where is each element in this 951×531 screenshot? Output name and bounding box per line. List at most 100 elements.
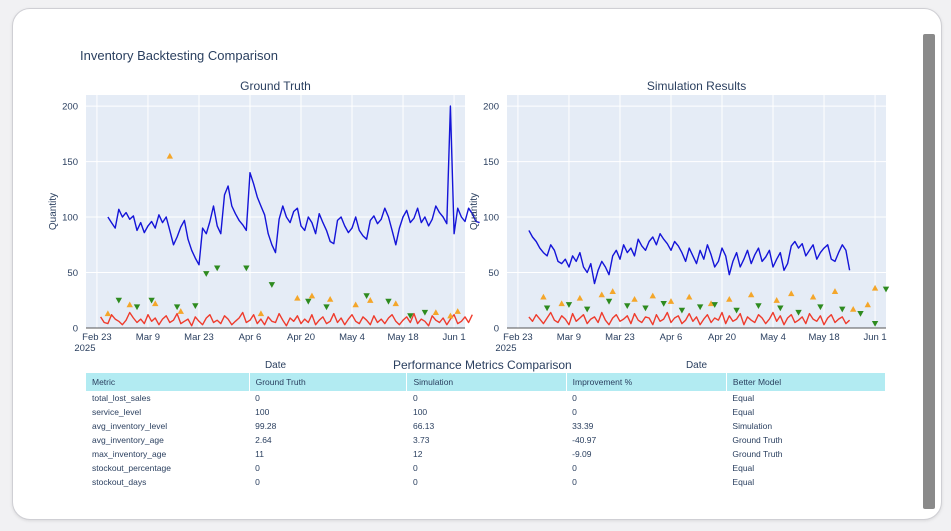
column-header: Ground Truth — [249, 373, 408, 391]
green-marker — [839, 306, 846, 313]
x-axis-label: Date — [265, 360, 287, 371]
green-marker — [624, 303, 631, 310]
table-cell: Equal — [732, 463, 755, 473]
orange-marker — [392, 300, 399, 307]
table-cell: 0 — [412, 463, 418, 473]
table-cell: 3.73 — [412, 435, 430, 445]
table-row: avg_inventory_level 99.28 66.13 33.39 Simula… — [86, 419, 886, 433]
table-cell: avg_inventory_age — [92, 435, 164, 445]
orange-marker — [104, 310, 112, 317]
y-tick-label: 100 — [62, 213, 78, 224]
orange-marker — [126, 301, 133, 308]
orange-marker — [788, 290, 795, 297]
y-tick-label: 150 — [62, 157, 78, 168]
orange-marker — [367, 297, 374, 303]
green-marker — [213, 265, 221, 272]
table-cell: Ground Truth — [732, 449, 783, 459]
table-cell: max_inventory_age — [92, 449, 167, 459]
orange-marker — [152, 300, 159, 307]
green-marker — [173, 304, 181, 311]
orange-marker — [257, 310, 265, 317]
table-cell: 0 — [572, 393, 577, 403]
table-cell: 0 — [255, 477, 260, 487]
orange-marker — [631, 295, 638, 302]
table-row: stockout_days 0 0 0 Equal — [86, 475, 886, 489]
table-row: service_level 100 100 0 Equal — [86, 405, 886, 419]
table-cell: 2.64 — [255, 435, 272, 445]
table-cell: Equal — [732, 477, 755, 487]
x-tick-label: Jun 1 — [442, 332, 465, 343]
blue-series-line — [528, 230, 851, 285]
green-marker — [882, 286, 890, 293]
green-marker — [203, 271, 210, 277]
orange-marker — [667, 298, 675, 304]
green-marker — [795, 309, 802, 316]
column-header: Better Model — [726, 373, 887, 391]
orange-marker — [649, 292, 656, 299]
plot-area — [86, 95, 465, 328]
y-tick-label: 150 — [483, 157, 499, 168]
orange-marker — [294, 294, 301, 301]
orange-marker — [609, 288, 616, 294]
orange-marker — [747, 291, 755, 298]
table-cell: stockout_days — [92, 477, 147, 487]
green-marker — [777, 305, 784, 312]
x-axis-label: Date — [686, 360, 708, 371]
green-marker — [268, 282, 276, 288]
table-cell: Ground Truth — [732, 435, 783, 445]
x-tick-label: Mar 9 — [557, 332, 581, 343]
x-tick-label: Jun 1 — [863, 332, 886, 343]
x-tick-label: May 4 — [760, 332, 786, 343]
chart-title: Simulation Results — [647, 79, 746, 93]
table-row: avg_inventory_age 2.64 3.73 -40.97 Ground Tr… — [86, 433, 886, 447]
orange-marker — [864, 301, 871, 308]
orange-marker — [576, 294, 584, 301]
chart-2: 0 50 100 150 200 Feb 23 2025 Mar 9 Mar 23 Apr 6 Ap… — [469, 79, 890, 371]
green-marker — [660, 301, 667, 307]
table-header-row: Metric Ground Truth Simulation Improvement … — [86, 373, 887, 391]
table-cell: 33.39 — [572, 421, 594, 431]
red-series-line — [100, 311, 473, 327]
green-marker — [407, 313, 414, 319]
x-tick-label: Apr 6 — [660, 332, 683, 343]
green-marker — [565, 302, 573, 308]
orange-marker — [540, 293, 547, 300]
x-tick-label: Mar 23 — [184, 332, 214, 343]
green-marker — [385, 298, 392, 305]
green-marker — [305, 298, 312, 305]
orange-marker — [177, 308, 184, 314]
orange-marker — [598, 291, 605, 298]
green-marker — [421, 309, 429, 316]
x-tick-label: Apr 20 — [708, 332, 736, 343]
column-header: Simulation — [406, 373, 567, 391]
table-cell: -9.09 — [572, 449, 592, 459]
orange-marker — [831, 288, 839, 294]
table-cell: 99.28 — [255, 421, 277, 431]
green-marker — [857, 311, 864, 317]
page-title: Inventory Backtesting Comparison — [80, 48, 278, 63]
green-marker — [733, 307, 740, 314]
y-axis-label: Quantity — [469, 193, 480, 230]
y-tick-label: 0 — [73, 324, 78, 335]
chart-title: Ground Truth — [240, 79, 311, 93]
table-cell: stockout_percentage — [92, 463, 171, 473]
scrollbar[interactable] — [923, 34, 935, 509]
table-cell: 100 — [255, 407, 270, 417]
table-cell: 12 — [412, 449, 423, 459]
green-marker — [133, 304, 141, 311]
green-marker — [148, 297, 155, 304]
table-cell: 0 — [255, 463, 260, 473]
table-row: stockout_percentage 0 0 0 Equal — [86, 461, 886, 475]
x-tick-label: Mar 23 — [605, 332, 635, 343]
orange-marker — [850, 305, 857, 312]
column-header: Improvement % — [566, 373, 727, 391]
y-tick-label: 100 — [483, 213, 499, 224]
table-row: total_lost_sales 0 0 0 Equal — [86, 391, 886, 405]
orange-marker — [686, 293, 693, 300]
y-tick-label: 200 — [483, 102, 499, 113]
green-marker — [243, 265, 250, 272]
orange-marker — [326, 295, 334, 302]
green-marker — [543, 305, 551, 312]
table-cell: 0 — [572, 407, 577, 417]
